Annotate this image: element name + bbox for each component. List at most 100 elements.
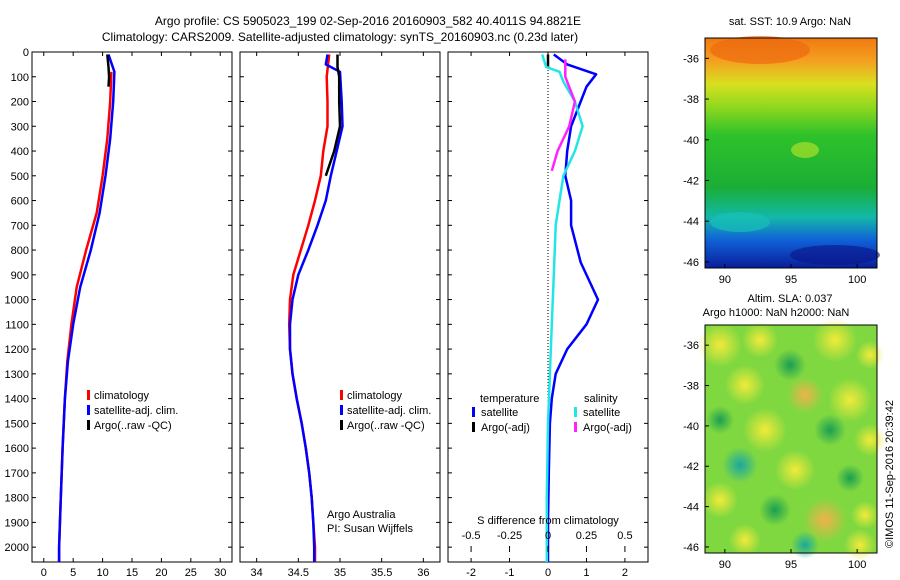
legend-swatch — [574, 407, 577, 417]
legend-swatch — [340, 420, 343, 430]
sla-texture-blob — [702, 482, 738, 518]
map-y-tick-label: -38 — [683, 94, 699, 106]
y-tick-label: 1700 — [5, 468, 29, 480]
timestamp: ©IMOS 11-Sep-2016 20:39:42 — [884, 400, 896, 548]
credit-line1: Argo Australia — [327, 509, 396, 521]
map-y-tick-label: -46 — [683, 542, 699, 554]
legend-title-salinity: salinity — [584, 393, 618, 405]
y-tick-label: 1000 — [5, 295, 29, 307]
map-x-tick-label: 100 — [848, 559, 866, 571]
y-tick-label: 300 — [11, 121, 29, 133]
sla-map: Altim. SLA: 0.037 Argo h1000: NaN h2000:… — [683, 293, 886, 571]
x-tick-label: 5 — [70, 567, 76, 579]
legend-label: satellite-adj. clim. — [94, 405, 178, 417]
x-tick-label: 10 — [96, 567, 108, 579]
legend-swatch — [340, 405, 343, 415]
sla-texture-blob — [743, 408, 787, 452]
top-tick-label: 0.5 — [617, 530, 632, 542]
series-cyan — [541, 54, 584, 562]
sst-map-cold-patch — [790, 245, 880, 265]
series-red — [287, 54, 331, 562]
sla-texture-blob — [856, 341, 884, 369]
x-tick-label: 30 — [214, 567, 226, 579]
sla-texture-blob — [722, 447, 758, 483]
sla-texture-blob — [851, 501, 879, 529]
y-tick-label: 1400 — [5, 394, 29, 406]
map-x-tick-label: 95 — [785, 559, 797, 571]
series-black — [324, 54, 342, 177]
x-tick-label: 1 — [583, 567, 589, 579]
map-x-tick-label: 90 — [719, 559, 731, 571]
map-x-tick-label: 95 — [785, 274, 797, 286]
y-tick-label: 800 — [11, 245, 29, 257]
sla-texture-blob — [729, 524, 761, 556]
sla-texture-blob — [742, 322, 778, 358]
top-tick-label: -0.5 — [462, 530, 481, 542]
title-line2: Climatology: CARS2009. Satellite-adjuste… — [102, 30, 578, 44]
y-tick-label: 600 — [11, 196, 29, 208]
map-x-tick-label: 90 — [719, 274, 731, 286]
legend-swatch — [87, 390, 90, 400]
y-tick-label: 1300 — [5, 369, 29, 381]
sst-map-title: sat. SST: 10.9 Argo: NaN — [729, 16, 851, 28]
x-tick-label: 34 — [251, 567, 263, 579]
y-tick-label: 1900 — [5, 517, 29, 529]
series-magenta — [550, 59, 577, 172]
title-line1: Argo profile: CS 5905023_199 02-Sep-2016… — [155, 14, 581, 28]
map-y-tick-label: -44 — [683, 502, 699, 514]
x-tick-label: 0 — [41, 567, 47, 579]
y-tick-label: 200 — [11, 97, 29, 109]
series-black — [106, 54, 111, 87]
sla-texture-blob — [774, 349, 806, 381]
map-y-tick-label: -36 — [683, 53, 699, 65]
sst-map-cyan-patch — [710, 212, 770, 232]
map-y-tick-label: -36 — [683, 340, 699, 352]
y-tick-label: 100 — [11, 72, 29, 84]
sst-map-warm-patch — [710, 36, 810, 64]
map-y-tick-label: -40 — [683, 421, 699, 433]
x-tick-label: 0 — [545, 567, 551, 579]
sla-texture-blob — [803, 498, 847, 542]
map-y-tick-label: -46 — [683, 257, 699, 269]
y-tick-label: 2000 — [5, 542, 29, 554]
sla-texture-blob — [836, 464, 864, 492]
top-axis-label: S difference from climatology — [477, 515, 619, 527]
y-tick-label: 1800 — [5, 493, 29, 505]
x-tick-label: 15 — [126, 567, 138, 579]
x-tick-label: 35 — [334, 567, 346, 579]
sla-texture-blob — [813, 318, 857, 362]
credit-line2: PI: Susan Wijffels — [327, 523, 413, 535]
sst-map: sat. SST: 10.9 Argo: NaN 90 95 100 -36 -38 -4… — [683, 16, 880, 286]
sla-texture-blob — [791, 531, 819, 559]
profile-panel-3: -2-1012T difference from climatologytemp… — [447, 51, 649, 579]
x-tick-label: 36 — [417, 567, 429, 579]
y-tick-label: 500 — [11, 171, 29, 183]
sla-map-title-line2: Argo h1000: NaN h2000: NaN — [703, 307, 850, 319]
map-y-tick-label: -42 — [683, 175, 699, 187]
x-tick-label: 25 — [185, 567, 197, 579]
top-tick-label: 0 — [545, 530, 551, 542]
legend-swatch — [87, 405, 90, 415]
map-y-tick-label: -38 — [683, 381, 699, 393]
sla-map-title-line1: Altim. SLA: 0.037 — [748, 293, 833, 305]
x-tick-label: 2 — [622, 567, 628, 579]
sst-map-field — [705, 38, 877, 268]
x-tick-label: -2 — [466, 567, 476, 579]
x-tick-label: -1 — [505, 567, 515, 579]
legend-label: Argo(..raw -QC) — [94, 420, 172, 432]
sst-map-green-patch — [791, 142, 819, 158]
top-tick-label: -0.25 — [497, 530, 522, 542]
series-blue — [288, 54, 344, 562]
series-red — [57, 71, 113, 562]
map-x-tick-label: 100 — [848, 274, 866, 286]
sla-texture-blob — [775, 450, 815, 490]
map-y-tick-label: -40 — [683, 135, 699, 147]
y-tick-label: 400 — [11, 146, 29, 158]
y-tick-label: 700 — [11, 220, 29, 232]
x-tick-label: 20 — [155, 567, 167, 579]
sla-texture-blob — [814, 414, 846, 446]
map-y-tick-label: -44 — [683, 216, 699, 228]
legend-swatch — [340, 390, 343, 400]
y-tick-label: 1100 — [5, 319, 29, 331]
legend-swatch — [87, 420, 90, 430]
